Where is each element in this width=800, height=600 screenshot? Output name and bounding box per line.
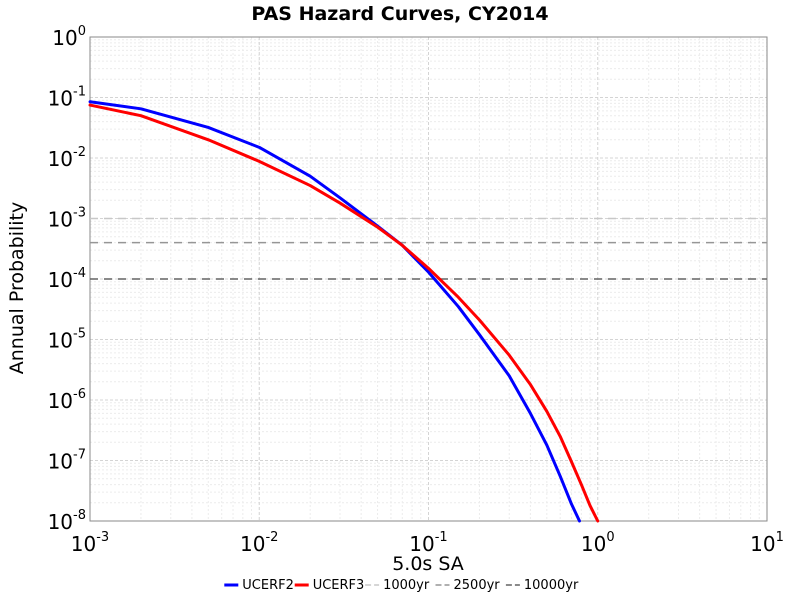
y-axis-label: Annual Probability (6, 202, 28, 375)
curve-ucerf2 (88, 100, 581, 523)
y-tick-label: 10-3 (48, 206, 86, 232)
x-tick-label: 101 (750, 530, 784, 556)
legend-label-1000yr: 1000yr (383, 578, 430, 593)
legend-label-2500yr: 2500yr (454, 578, 501, 593)
reference-lines (90, 217, 767, 280)
legend-label-ucerf2: UCERF2 (242, 578, 294, 593)
y-tick-label: 100 (52, 24, 86, 50)
x-tick-label: 10-2 (240, 530, 278, 556)
y-tick-label: 10-4 (48, 266, 86, 292)
x-tick-label: 10-1 (409, 530, 447, 556)
y-tick-label: 10-7 (48, 448, 86, 474)
hazard-curves (88, 100, 600, 523)
x-tick-label: 10-3 (71, 530, 109, 556)
x-axis-label: 5.0s SA (392, 553, 464, 575)
y-tick-label: 10-6 (48, 387, 86, 413)
chart-legend: UCERF2 UCERF3 1000yr 2500yr 10000yr (224, 578, 579, 593)
y-tick-label: 10-2 (48, 145, 86, 171)
legend-label-ucerf3: UCERF3 (313, 578, 365, 593)
y-tick-labels: 100 10-1 10-2 10-3 10-4 10-5 10-6 10-7 10-8 (48, 24, 86, 534)
legend-label-10000yr: 10000yr (524, 578, 579, 593)
x-tick-label: 100 (581, 530, 615, 556)
y-tick-label: 10-1 (48, 85, 86, 111)
y-tick-label: 10-5 (48, 327, 86, 353)
x-tick-labels: 10-3 10-2 10-1 100 101 (71, 530, 784, 556)
curve-ucerf3 (88, 103, 600, 523)
chart-title: PAS Hazard Curves, CY2014 (251, 3, 548, 25)
y-tick-label: 10-8 (48, 508, 86, 534)
